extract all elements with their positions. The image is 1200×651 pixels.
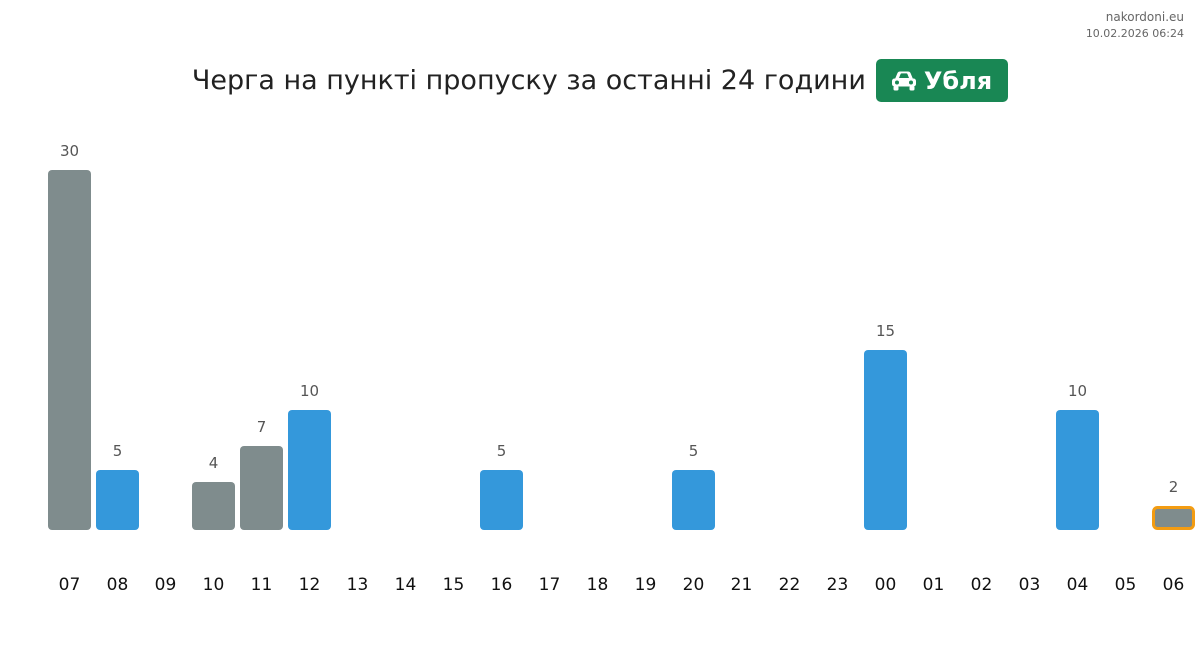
tick-label-17: 17 — [539, 575, 561, 595]
tick-label-02: 02 — [971, 575, 993, 595]
value-label-10: 4 — [209, 454, 219, 472]
value-label-11: 7 — [257, 418, 267, 436]
value-label-04: 10 — [1068, 382, 1087, 400]
tick-label-11: 11 — [251, 575, 273, 595]
car-icon — [891, 71, 916, 90]
brand: nakordoni.eu 10.02.2026 06:24 — [1086, 10, 1184, 41]
bar-07 — [48, 170, 91, 530]
tick-label-06: 06 — [1163, 575, 1185, 595]
tick-label-10: 10 — [203, 575, 225, 595]
value-label-08: 5 — [113, 442, 123, 460]
badge-label: Убля — [923, 66, 993, 95]
title-row: Черга на пункті пропуску за останні 24 г… — [0, 59, 1200, 102]
tick-label-16: 16 — [491, 575, 513, 595]
value-label-12: 10 — [300, 382, 319, 400]
tick-label-20: 20 — [683, 575, 705, 595]
tick-label-09: 09 — [155, 575, 177, 595]
value-label-20: 5 — [689, 442, 699, 460]
tick-label-14: 14 — [395, 575, 417, 595]
tick-label-01: 01 — [923, 575, 945, 595]
value-label-16: 5 — [497, 442, 507, 460]
bar-20 — [672, 470, 715, 530]
value-label-00: 15 — [876, 322, 895, 340]
tick-label-15: 15 — [443, 575, 465, 595]
bar-04 — [1056, 410, 1099, 530]
tick-label-22: 22 — [779, 575, 801, 595]
bar-08 — [96, 470, 139, 530]
bar-10 — [192, 482, 235, 530]
tick-label-03: 03 — [1019, 575, 1041, 595]
tick-label-21: 21 — [731, 575, 753, 595]
tick-label-04: 04 — [1067, 575, 1089, 595]
tick-label-07: 07 — [59, 575, 81, 595]
chart-title: Черга на пункті пропуску за останні 24 г… — [191, 65, 866, 96]
bar-06 — [1152, 506, 1195, 530]
brand-site: nakordoni.eu — [1105, 10, 1184, 24]
bar-12 — [288, 410, 331, 530]
tick-label-00: 00 — [875, 575, 897, 595]
bar-16 — [480, 470, 523, 530]
tick-label-18: 18 — [587, 575, 609, 595]
bar-11 — [240, 446, 283, 530]
tick-label-12: 12 — [299, 575, 321, 595]
value-label-07: 30 — [60, 142, 79, 160]
tick-label-08: 08 — [107, 575, 129, 595]
tick-label-05: 05 — [1115, 575, 1137, 595]
tick-label-13: 13 — [347, 575, 369, 595]
tick-label-23: 23 — [827, 575, 849, 595]
tick-label-19: 19 — [635, 575, 657, 595]
brand-datetime: 10.02.2026 06:24 — [1085, 27, 1184, 40]
checkpoint-badge: Убля — [875, 59, 1009, 102]
bar-00 — [864, 350, 907, 530]
value-label-06: 2 — [1169, 478, 1179, 496]
